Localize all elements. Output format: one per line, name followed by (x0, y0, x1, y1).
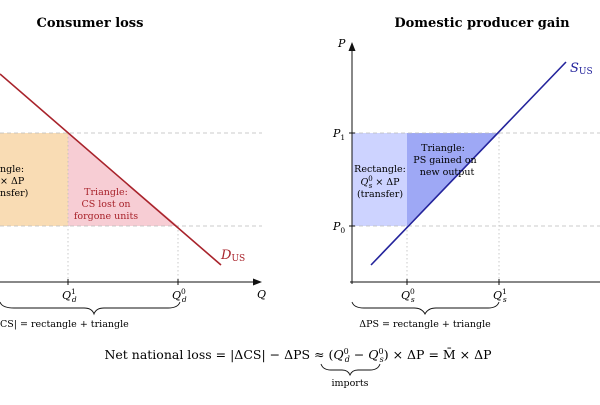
right-tri-text-1: Triangle: (421, 143, 465, 154)
tick-qd1-label: Q1 d (62, 287, 77, 304)
right-rect-text-1: Rectangle: (354, 164, 406, 175)
right-rect-text-2: Q0 s × ΔP (360, 175, 400, 190)
imports-label: imports (331, 378, 368, 389)
left-panel: Consumer loss DUS Q Q1 d Q0 d ngle: × ΔP n… (0, 16, 266, 330)
left-brace (0, 301, 181, 316)
left-rect-text-3: nsfer) (0, 188, 28, 199)
left-tri-text-2: CS lost on (81, 199, 130, 210)
right-p-axis-arrow (348, 42, 356, 51)
tick-p0-label: P0 (332, 220, 345, 235)
right-tri-text-3: new output (420, 167, 475, 178)
tick-qs1-label: Q1 s (493, 287, 507, 304)
right-tri-text-2: PS gained on (413, 155, 476, 166)
left-brace-text: CS| = rectangle + triangle (0, 319, 129, 330)
left-rect-text-2: × ΔP (0, 176, 25, 187)
net-loss-formula: Net national loss = |ΔCS| − ΔPS ≈ (Q0 d −… (104, 347, 491, 364)
right-rectangle-area (352, 133, 407, 226)
right-rect-text-3: (transfer) (357, 189, 403, 200)
right-p-axis-label: P (337, 37, 346, 50)
supply-curve (370, 61, 567, 266)
right-brace (351, 301, 500, 316)
imports-brace (320, 363, 381, 377)
net-loss-equation: Net national loss = |ΔCS| − ΔPS ≈ (Q0 d −… (104, 347, 491, 389)
left-q-axis-arrow (253, 278, 262, 286)
tick-qs0-label: Q0 s (401, 287, 415, 304)
right-title: Domestic producer gain (394, 16, 570, 31)
demand-label: DUS (220, 248, 245, 264)
left-rectangle-area (0, 133, 68, 226)
left-title: Consumer loss (37, 16, 144, 31)
tick-qd0-label: Q0 d (172, 287, 187, 304)
left-rect-text-1: ngle: (0, 164, 24, 175)
right-brace-text: ΔPS = rectangle + triangle (359, 319, 491, 330)
left-q-axis-label: Q (257, 288, 266, 301)
supply-label: SUS (570, 61, 593, 77)
tick-p1-label: P1 (332, 127, 345, 142)
left-tri-text-3: forgone units (74, 211, 138, 222)
right-panel: Domestic producer gain SUS P P1 P0 Q0 s Q… (332, 16, 600, 330)
demand-curve (0, 73, 222, 266)
left-tri-text-1: Triangle: (84, 187, 128, 198)
